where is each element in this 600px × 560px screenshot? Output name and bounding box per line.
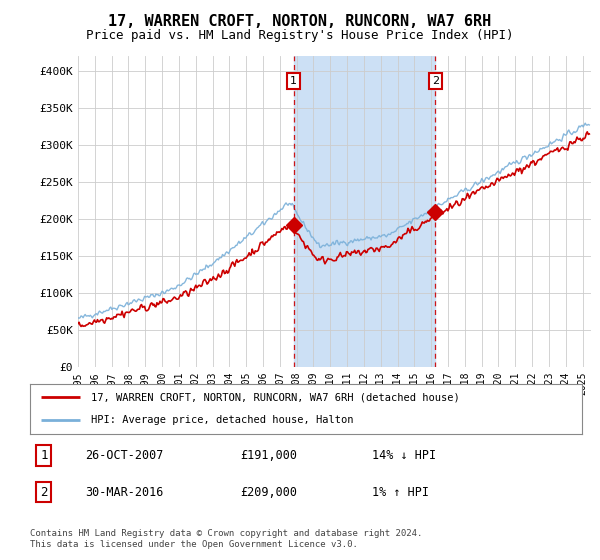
Text: Contains HM Land Registry data © Crown copyright and database right 2024.
This d: Contains HM Land Registry data © Crown c…: [30, 529, 422, 549]
Bar: [293, 56, 436, 367]
Text: 1: 1: [290, 76, 297, 86]
Text: 26-OCT-2007: 26-OCT-2007: [85, 449, 164, 462]
Text: £191,000: £191,000: [240, 449, 297, 462]
Text: 2: 2: [432, 76, 439, 86]
Text: 1: 1: [40, 449, 47, 462]
Text: 1% ↑ HPI: 1% ↑ HPI: [372, 486, 429, 498]
Text: HPI: Average price, detached house, Halton: HPI: Average price, detached house, Halt…: [91, 416, 353, 426]
Text: 17, WARREN CROFT, NORTON, RUNCORN, WA7 6RH: 17, WARREN CROFT, NORTON, RUNCORN, WA7 6…: [109, 14, 491, 29]
Text: 17, WARREN CROFT, NORTON, RUNCORN, WA7 6RH (detached house): 17, WARREN CROFT, NORTON, RUNCORN, WA7 6…: [91, 392, 460, 402]
Text: 2: 2: [40, 486, 47, 498]
Text: £209,000: £209,000: [240, 486, 297, 498]
Text: 30-MAR-2016: 30-MAR-2016: [85, 486, 164, 498]
Text: Price paid vs. HM Land Registry's House Price Index (HPI): Price paid vs. HM Land Registry's House …: [86, 29, 514, 42]
Text: 14% ↓ HPI: 14% ↓ HPI: [372, 449, 436, 462]
